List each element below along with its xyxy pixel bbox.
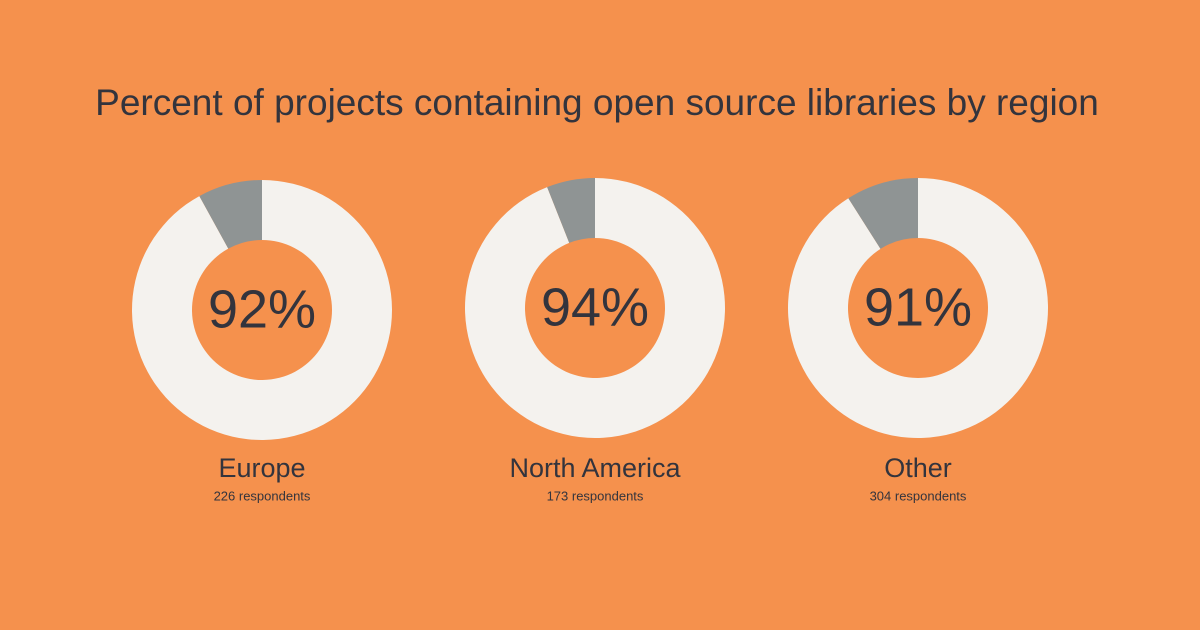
donut-segment [788,178,1048,439]
center-value-label: 91% [864,277,972,337]
center-value-label: 92% [208,279,316,339]
title: Percent of projects containing open sour… [95,82,1099,123]
respondents: 226 respondents [214,488,311,503]
donut-segment [132,180,393,441]
region-name: Other [884,453,952,483]
region-name: North America [509,453,681,483]
donut-segment [199,180,262,249]
region-name: Europe [218,453,305,483]
donut-segment [848,178,918,249]
center-value-label: 94% [541,277,649,337]
respondents: 304 respondents [870,488,967,503]
donut-segment [547,178,595,243]
respondents: 173 respondents [547,488,644,503]
donut-segment [464,178,725,439]
